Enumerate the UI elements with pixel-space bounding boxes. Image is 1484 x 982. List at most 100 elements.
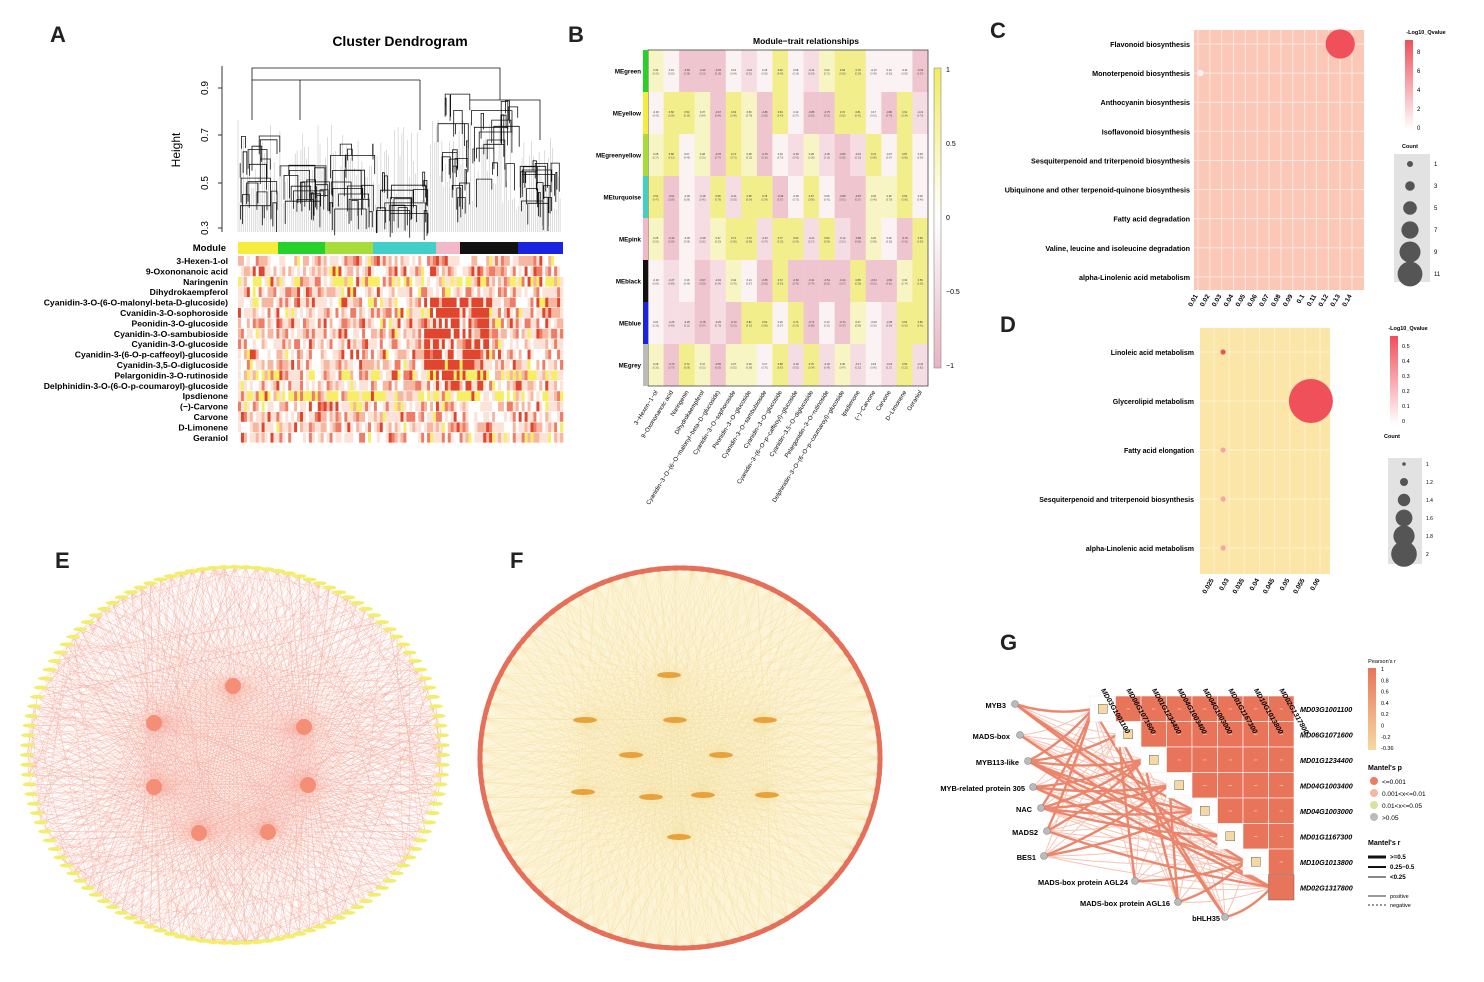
d-legend-count-tick: 1.6 [1426, 516, 1433, 522]
module-color-segment [436, 242, 460, 254]
mt-cell [679, 176, 695, 219]
module-color-bar [643, 344, 648, 386]
d-xtick: 0.04 [1249, 577, 1262, 592]
mt-cell [803, 50, 820, 93]
e-outer-node [322, 585, 337, 590]
trait-label: Delphinidin-3-O-(6-O-p-coumaroyl)-glucos… [44, 381, 229, 391]
svg-text:(0.76): (0.76) [715, 199, 721, 202]
e-outer-node [238, 565, 253, 570]
mt-cell [756, 176, 773, 219]
trait-label: Cyanidin-3-O-sambubioside [114, 329, 228, 339]
g-gene-right-label: MD01G1234400 [1300, 756, 1353, 765]
svg-text:(0.49): (0.49) [684, 157, 690, 160]
g-tf-label: MYB113-like [976, 758, 1019, 767]
svg-text:(0.79): (0.79) [917, 115, 923, 118]
e-outer-node [408, 847, 423, 851]
e-outer-node [80, 620, 95, 625]
a-ytick: 0.3 [200, 221, 211, 235]
mt-cell [694, 176, 711, 219]
svg-text:0.03: 0.03 [918, 152, 924, 156]
d-legend-count-tick: 1.8 [1426, 534, 1433, 540]
svg-text:(0.70): (0.70) [777, 157, 783, 160]
d-legend-q-tick: 0.4 [1402, 359, 1410, 365]
g-legend-r-item: >=0.5 [1390, 854, 1406, 861]
svg-text:(0.49): (0.49) [684, 283, 690, 286]
e-outer-node [47, 659, 62, 663]
mt-cell [912, 260, 929, 303]
mt-cell [648, 344, 664, 387]
c-legend-q-tick: 6 [1417, 69, 1421, 75]
svg-text:(0.51): (0.51) [653, 241, 659, 244]
d-legend-count-tick: 1.4 [1426, 498, 1433, 504]
svg-text:0.87: 0.87 [902, 152, 908, 156]
svg-text:0.14: 0.14 [747, 278, 753, 282]
e-outer-node [434, 733, 449, 738]
svg-text:0.22: 0.22 [824, 68, 830, 72]
svg-text:-0.23: -0.23 [886, 362, 892, 366]
e-outer-node [21, 733, 36, 738]
svg-text:-0.09: -0.09 [684, 194, 690, 198]
g-tf-node [1040, 852, 1048, 860]
svg-text:(0.85): (0.85) [855, 325, 861, 328]
g-legend-p-item: 0.001<x<=0.01 [1382, 791, 1426, 798]
g-edges-strong [1014, 702, 1273, 919]
svg-text:-0.09: -0.09 [871, 320, 877, 324]
mt-cell [819, 218, 835, 261]
svg-text:***: *** [1254, 758, 1258, 762]
svg-text:-0.36: -0.36 [824, 152, 830, 156]
svg-text:***: *** [1254, 835, 1258, 839]
svg-text:-0.32: -0.32 [793, 362, 799, 366]
svg-text:(0.15): (0.15) [777, 241, 783, 244]
svg-text:-0.64: -0.64 [871, 278, 877, 282]
svg-text:(0.67): (0.67) [746, 283, 752, 286]
svg-text:***: *** [1152, 733, 1156, 737]
dendrogram-branches [239, 93, 560, 241]
svg-text:***: *** [1203, 784, 1207, 788]
panel-f-network [477, 565, 883, 951]
f-hub-node [619, 752, 643, 758]
svg-text:(0.37): (0.37) [793, 115, 799, 118]
g-corr-cell [1140, 695, 1167, 722]
d-legend-count-dot [1393, 525, 1415, 547]
e-outer-node [431, 792, 446, 797]
svg-text:0.71: 0.71 [731, 152, 737, 156]
e-network-edges [26, 566, 444, 944]
mt-cell [803, 218, 820, 261]
svg-text:(0.58): (0.58) [684, 241, 690, 244]
mt-cell [896, 344, 913, 387]
e-outer-node [114, 595, 129, 600]
e-outer-node [143, 581, 158, 586]
svg-text:0.72: 0.72 [840, 110, 846, 114]
svg-text:0.86: 0.86 [669, 152, 675, 156]
c-legend-count-dot [1407, 161, 1413, 167]
f-hub-node [753, 717, 777, 723]
mt-legend-tick: −1 [946, 363, 954, 370]
svg-text:-0.55: -0.55 [762, 278, 768, 282]
svg-text:(0.16): (0.16) [653, 325, 659, 328]
svg-text:-0.40: -0.40 [699, 68, 705, 72]
e-outer-node [260, 567, 275, 572]
svg-text:(0.89): (0.89) [668, 283, 674, 286]
svg-text:0.17: 0.17 [871, 110, 877, 114]
svg-text:(0.41): (0.41) [824, 199, 830, 202]
d-xtick: 0.055 [1292, 577, 1306, 595]
c-xtick: 0.1 [1296, 293, 1307, 305]
c-xtick: 0.09 [1282, 293, 1295, 308]
e-outer-node [66, 871, 81, 876]
trait-label: Pelargonidin-3-O-rutinoside [114, 370, 228, 380]
d-xtick: 0.06 [1309, 577, 1322, 592]
dendrogram-top-branches [251, 67, 541, 140]
e-outer-node [382, 627, 397, 632]
e-outer-node [358, 606, 373, 611]
mt-cell [648, 176, 664, 219]
g-legend-r-item: <0.25 [1390, 874, 1406, 881]
d-point [1288, 379, 1333, 423]
c-legend-count-tick: 1 [1434, 162, 1438, 168]
svg-text:0.54: 0.54 [902, 320, 908, 324]
trait-label: Cyanidin-3-O-(6-O-malonyl-beta-D-glucosi… [44, 298, 228, 308]
trait-label: Cyanidin-3-O-glucoside [132, 339, 229, 349]
d-legend-count-tick: 2 [1426, 552, 1429, 558]
svg-text:-0.10: -0.10 [871, 68, 877, 72]
e-outer-node [389, 871, 404, 876]
g-legend-pearson-tick: 1 [1381, 667, 1384, 673]
